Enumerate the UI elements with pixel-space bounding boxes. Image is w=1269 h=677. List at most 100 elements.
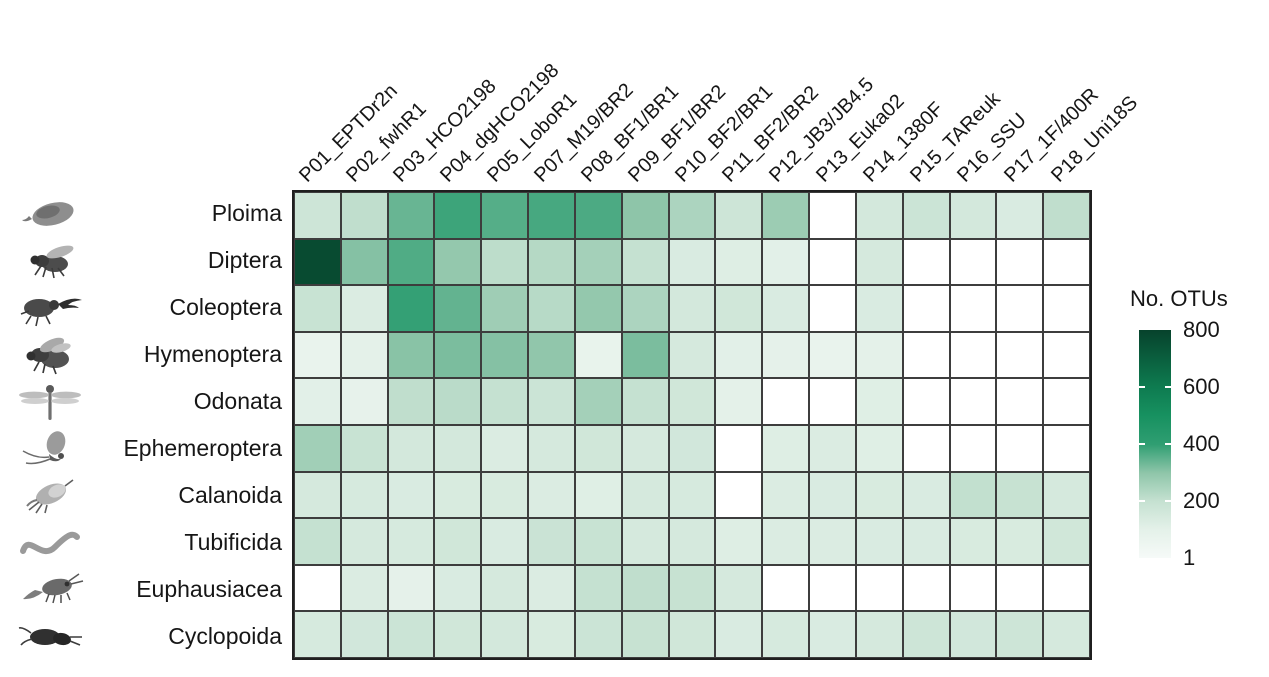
heatmap-cell [949, 378, 997, 425]
heatmap-cell [621, 378, 669, 425]
rotifer-icon [10, 190, 90, 237]
heatmap-cell [621, 331, 669, 379]
heatmap-cell [574, 378, 622, 425]
heatmap-cell [809, 192, 856, 239]
heatmap-cell [434, 238, 482, 286]
heatmap-cell [762, 564, 810, 612]
heatmap-cell [1043, 331, 1090, 379]
heatmap-cell [434, 471, 482, 519]
heatmap-cell [621, 238, 669, 286]
heatmap-cell [668, 424, 716, 472]
heatmap-cell [996, 192, 1044, 239]
heatmap-cell [996, 285, 1044, 332]
heatmap-cell [340, 564, 388, 612]
heatmap-cell [762, 238, 810, 286]
heatmap-cell [574, 331, 622, 379]
legend-tick-label: 400 [1183, 431, 1220, 457]
fly-icon [10, 237, 90, 284]
heatmap-cell [855, 564, 903, 612]
heatmap-cell [621, 611, 669, 658]
heatmap-cell [294, 471, 341, 519]
heatmap-cell [668, 331, 716, 379]
heatmap-cell [528, 611, 575, 658]
heatmap-cell [294, 518, 341, 565]
krill-icon [10, 566, 90, 613]
heatmap-cell [809, 611, 856, 658]
row-label: Odonata [193, 388, 282, 414]
heatmap-cell [621, 471, 669, 519]
heatmap-cell [528, 471, 575, 519]
heatmap-cell [481, 192, 529, 239]
row-label: Tubificida [184, 529, 282, 555]
heatmap-cell [902, 611, 950, 658]
heatmap-cell [949, 331, 997, 379]
heatmap-cell [621, 285, 669, 332]
heatmap-cell [340, 471, 388, 519]
heatmap-cell [340, 331, 388, 379]
heatmap-cell [855, 611, 903, 658]
heatmap-cell [855, 192, 903, 239]
heatmap-cell [715, 331, 763, 379]
legend-tick-label: 200 [1183, 488, 1220, 514]
heatmap-cell [387, 424, 435, 472]
heatmap-cell [762, 192, 810, 239]
legend-tick-mark [1165, 386, 1171, 389]
heatmap-cell [294, 424, 341, 472]
heatmap-cell [809, 285, 856, 332]
heatmap-cell [855, 331, 903, 379]
heatmap-cell [855, 471, 903, 519]
heatmap-cell [949, 564, 997, 612]
heatmap-cell [949, 285, 997, 332]
heatmap-cell [621, 424, 669, 472]
heatmap-cell [949, 518, 997, 565]
heatmap-cell [528, 238, 575, 286]
legend-tick-mark [1165, 443, 1171, 446]
heatmap-cell [715, 378, 763, 425]
heatmap-cell [902, 238, 950, 286]
heatmap-cell [996, 378, 1044, 425]
heatmap-cell [574, 424, 622, 472]
heatmap-cell [294, 564, 341, 612]
heatmap-cell [574, 518, 622, 565]
heatmap-cell [668, 238, 716, 286]
heatmap-cell [574, 192, 622, 239]
heatmap-cell [949, 424, 997, 472]
row-label: Hymenoptera [143, 341, 282, 367]
row-label: Cyclopoida [168, 623, 282, 649]
heatmap-cell [574, 238, 622, 286]
heatmap-cell [294, 611, 341, 658]
heatmap-cell [481, 285, 529, 332]
heatmap-cell [809, 564, 856, 612]
heatmap-cell [340, 378, 388, 425]
heatmap-cell [902, 424, 950, 472]
heatmap-cell [668, 564, 716, 612]
heatmap-cell [387, 518, 435, 565]
heatmap-cell [668, 611, 716, 658]
legend-tick-label: 800 [1183, 317, 1220, 342]
heatmap-cell [621, 518, 669, 565]
heatmap-cell [668, 471, 716, 519]
heatmap-cell [855, 378, 903, 425]
heatmap-cell [340, 238, 388, 286]
heatmap-cell [1043, 192, 1090, 239]
heatmap-cell [902, 192, 950, 239]
dragonfly-icon [10, 378, 90, 425]
heatmap-cell [387, 378, 435, 425]
heatmap-cell [855, 238, 903, 286]
copepod-icon [10, 472, 90, 519]
heatmap-cell [996, 238, 1044, 286]
heatmap-cell [996, 424, 1044, 472]
legend-tick-mark [1139, 500, 1145, 503]
heatmap-cell [996, 564, 1044, 612]
heatmap-cell [762, 611, 810, 658]
heatmap-cell [387, 611, 435, 658]
heatmap-cell [528, 564, 575, 612]
heatmap-cell [996, 611, 1044, 658]
worm-icon [10, 519, 90, 566]
heatmap-cell [528, 424, 575, 472]
heatmap-cell [809, 518, 856, 565]
heatmap-cell [481, 611, 529, 658]
heatmap-cell [902, 331, 950, 379]
heatmap-cell [294, 378, 341, 425]
heatmap-cell [715, 238, 763, 286]
